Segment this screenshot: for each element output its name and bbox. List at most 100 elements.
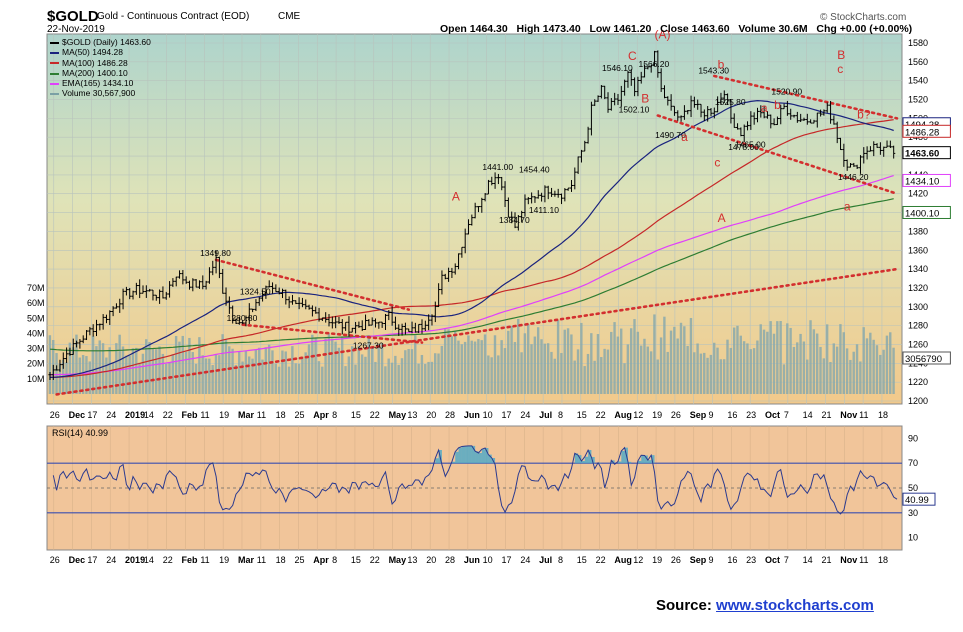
volume-bar [789, 327, 792, 394]
x-axis-label: 24 [106, 555, 116, 565]
volume-bar [892, 347, 895, 394]
x-axis-label: 28 [445, 410, 455, 420]
volume-bar [520, 352, 523, 394]
volume-bar [713, 342, 716, 394]
wave-label: a [844, 200, 851, 214]
volume-bar [600, 357, 603, 394]
axis-tag-label: 1434.10 [905, 176, 939, 187]
x-axis-label: Jun [464, 410, 480, 420]
source-label: Source: [656, 597, 712, 614]
price-label: 1280.80 [227, 313, 258, 323]
volume-bar [719, 359, 723, 394]
volume-bar [855, 344, 859, 394]
volume-bar [606, 349, 610, 394]
volume-bar [470, 340, 473, 394]
volume-bar [327, 333, 331, 394]
x-axis-label: 10 [483, 555, 493, 565]
volume-bar [666, 351, 669, 394]
x-axis-label: 18 [878, 410, 888, 420]
volume-bar [238, 351, 241, 394]
volume-bar [467, 335, 470, 394]
x-axis-label: 12 [633, 555, 643, 565]
volume-bar [307, 344, 311, 394]
volume-bar [374, 361, 377, 394]
volume-bar [603, 348, 606, 394]
wave-label: C [628, 49, 637, 63]
x-axis-label: 26 [671, 555, 681, 565]
volume-bar [669, 330, 673, 394]
legend-label: EMA(165) 1434.10 [62, 78, 134, 89]
volume-bar [792, 346, 796, 394]
volume-bar [394, 355, 397, 394]
rsi-axis-label: 90 [908, 433, 918, 443]
volume-bar [370, 346, 374, 394]
volume-bar [178, 341, 181, 394]
volume-bar [334, 341, 337, 394]
x-axis-label: 11 [257, 410, 266, 420]
volume-bar [636, 331, 640, 394]
volume-bar [301, 356, 304, 394]
volume-bar [576, 349, 580, 394]
axis-tag [902, 173, 951, 187]
trendline [214, 258, 411, 311]
volume-bar [822, 358, 826, 394]
volume-bar [540, 339, 543, 394]
volume-bar [839, 324, 842, 394]
volume-bar [101, 343, 105, 394]
volume-bar [158, 346, 161, 394]
volume-bar [417, 363, 420, 394]
volume-bar [696, 343, 699, 394]
x-axis-label: 22 [370, 555, 380, 565]
price-axis-label: 1340 [908, 264, 928, 274]
x-axis-label: 22 [370, 410, 380, 420]
legend-label: $GOLD (Daily) 1463.60 [62, 37, 151, 47]
volume-bar [546, 343, 550, 394]
volume-axis-label: 70M [27, 283, 45, 293]
price-axis-label: 1580 [908, 38, 928, 48]
volume-bar [849, 359, 852, 394]
x-axis-label: 24 [520, 410, 530, 420]
volume-bar [251, 358, 254, 394]
x-axis-label: 9 [709, 555, 714, 565]
price-axis-label: 1200 [908, 396, 928, 406]
volume-bar [58, 363, 62, 394]
volume-bar [683, 326, 686, 394]
volume-bar [221, 334, 224, 394]
volume-bar [536, 327, 540, 394]
x-axis-label: 19 [219, 410, 229, 420]
volume-bar [596, 334, 600, 394]
volume-bar [679, 322, 683, 394]
volume-bar [387, 358, 390, 394]
wave-label: A [718, 211, 726, 225]
price-label: 1349.80 [200, 248, 231, 258]
x-axis-label: 19 [652, 555, 662, 565]
volume-bar [590, 333, 593, 394]
x-axis-label: 8 [558, 410, 563, 420]
volume-bar [271, 350, 274, 394]
volume-bar [224, 339, 228, 394]
trendline [713, 74, 899, 120]
volume-bar [65, 362, 68, 394]
volume-bar [427, 361, 430, 394]
volume-bar [247, 356, 251, 394]
volume-bar [118, 334, 121, 394]
volume-bar [208, 358, 211, 394]
axis-tag [902, 351, 951, 365]
volume-bar [457, 340, 460, 394]
volume-bar [553, 358, 556, 394]
volume-bar [613, 322, 616, 394]
source-link[interactable]: www.stockcharts.com [716, 597, 874, 614]
volume-bar [716, 347, 719, 394]
volume-bar [653, 314, 656, 394]
legend-item: MA(100) 1486.28 [50, 58, 151, 68]
volume-bar [357, 345, 361, 394]
trendline [241, 323, 424, 344]
volume-bar [570, 334, 573, 394]
volume-bar [706, 357, 709, 394]
volume-bar [882, 349, 885, 394]
legend-item: MA(50) 1494.28 [50, 47, 151, 57]
x-axis-label: Feb [182, 555, 199, 565]
volume-bar [430, 361, 434, 394]
volume-bar [527, 324, 530, 394]
rsi-title: RSI(14) 40.99 [52, 428, 108, 438]
